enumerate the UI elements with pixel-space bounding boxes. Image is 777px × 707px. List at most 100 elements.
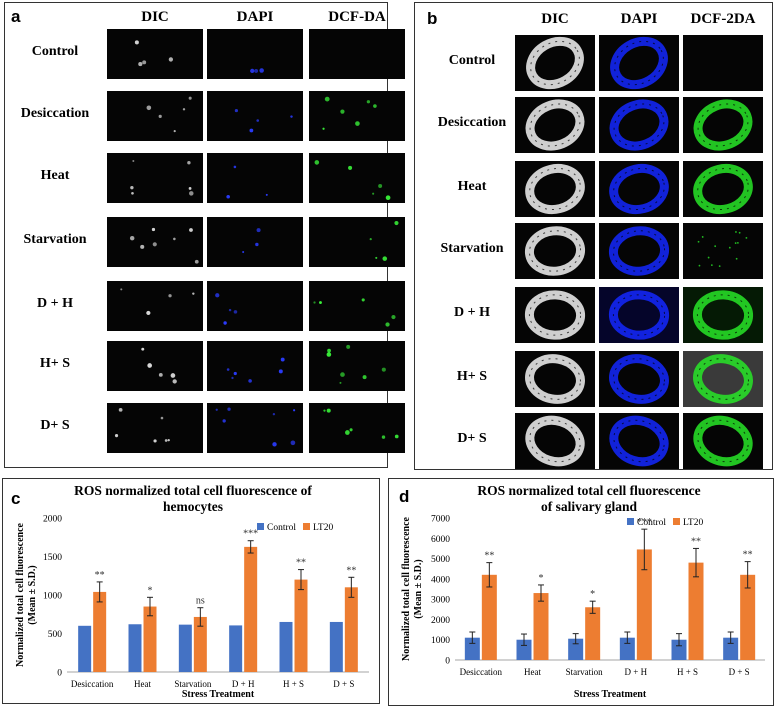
chart-c-bar-control-3 bbox=[229, 625, 243, 672]
chart-c-bar-lt20-0 bbox=[93, 591, 107, 672]
chart-d-title-line2: of salivary gland bbox=[540, 499, 637, 514]
chart-d-bar-lt20-0 bbox=[481, 574, 497, 660]
chart-d-bar-control-3 bbox=[619, 637, 635, 660]
chart-c-xtick-0: Desiccation bbox=[71, 679, 114, 689]
panel-a-image-5-0 bbox=[107, 341, 203, 391]
chart-d-errorbar-lt20-0 bbox=[486, 562, 493, 588]
chart-c-bar-lt20-4 bbox=[294, 579, 308, 672]
panel-a-image-3-1 bbox=[207, 217, 303, 267]
panel-b-image-0-1 bbox=[599, 35, 679, 91]
panel-c-label: c bbox=[11, 489, 21, 508]
panel-a-row-label-1: Desiccation bbox=[20, 106, 90, 121]
chart-d-title: ROS normalized total cell fluorescence o… bbox=[429, 483, 749, 515]
panel-b-image-0-2 bbox=[683, 35, 763, 91]
panel-a-label: a bbox=[11, 7, 21, 26]
chart-c-bar-control-5 bbox=[329, 621, 343, 672]
panel-a-image-4-1 bbox=[207, 281, 303, 331]
chart-d-ytick-3: 3000 bbox=[431, 596, 450, 606]
chart-c-legend-swatch-0 bbox=[257, 523, 264, 530]
chart-c-ytick-4: 2000 bbox=[43, 515, 62, 525]
panel-b-row-label-1: Desiccation bbox=[437, 115, 507, 130]
chart-d-errorbar-lt20-2 bbox=[589, 600, 596, 614]
panel-a-image-2-1 bbox=[207, 153, 303, 203]
chart-c-xtick-1: Heat bbox=[134, 679, 151, 689]
chart-c-ytick-3: 1500 bbox=[43, 553, 62, 563]
panel-a-row-label-0: Control bbox=[31, 44, 79, 59]
chart-d-ytick-2: 2000 bbox=[431, 616, 450, 626]
chart-c-errorbar-lt20-3 bbox=[247, 540, 254, 554]
panel-a-col-2: DCF-DA bbox=[328, 9, 386, 25]
panel-a-image-6-1 bbox=[207, 403, 303, 453]
panel-a-image-1-1 bbox=[207, 91, 303, 141]
panel-a-col-1: DAPI bbox=[236, 9, 274, 25]
panel-c: c ROS normalized total cell fluorescence… bbox=[2, 478, 380, 704]
chart-d-significance-3: *** bbox=[637, 517, 652, 528]
chart-d-bar-control-1 bbox=[516, 639, 532, 660]
chart-d-significance-5: ** bbox=[743, 550, 753, 561]
chart-d-legend-swatch-1 bbox=[673, 518, 680, 525]
panel-a-image-5-1 bbox=[207, 341, 303, 391]
chart-d-ytick-0: 0 bbox=[445, 657, 450, 667]
chart-d-xtick-0: Desiccation bbox=[460, 667, 503, 677]
chart-d-significance-1: * bbox=[539, 573, 544, 584]
panel-b-image-5-1 bbox=[599, 351, 679, 407]
panel-b-image-5-2 bbox=[683, 351, 763, 407]
chart-d-bar-control-2 bbox=[568, 638, 584, 660]
chart-d-bar-lt20-2 bbox=[585, 607, 601, 660]
panel-d-label: d bbox=[399, 487, 410, 506]
chart-c-title: ROS normalized total cell fluorescence o… bbox=[33, 483, 353, 515]
chart-c-bar-lt20-2 bbox=[193, 616, 207, 672]
panel-a-row-label-4: D + H bbox=[37, 296, 73, 311]
panel-a-image-1-2 bbox=[309, 91, 405, 141]
chart-d-errorbar-control-5 bbox=[727, 631, 734, 644]
chart-c-bar-control-2 bbox=[178, 624, 192, 672]
chart-d-bar-control-0 bbox=[464, 637, 480, 660]
chart-c-xtick-5: D + S bbox=[333, 679, 354, 689]
panel-b-image-1-2 bbox=[683, 97, 763, 153]
panel-b-col-2: DCF-2DA bbox=[690, 11, 756, 27]
panel-d: d ROS normalized total cell fluorescence… bbox=[388, 478, 774, 706]
panel-b-image-3-1 bbox=[599, 223, 679, 279]
chart-c-title-line1: ROS normalized total cell fluorescence o… bbox=[74, 483, 312, 498]
panel-b-col-0: DIC bbox=[541, 11, 569, 27]
panel-b-row-label-2: Heat bbox=[457, 179, 487, 194]
panel-b-image-2-0 bbox=[515, 161, 595, 217]
chart-c: 0 500 1000 1500 2000 Normalized total cell fl… bbox=[15, 515, 369, 700]
panel-a-row-label-5: H+ S bbox=[39, 356, 71, 371]
chart-d-errorbar-lt20-3 bbox=[641, 528, 648, 571]
chart-c-title-line2: hemocytes bbox=[163, 499, 223, 514]
chart-d-errorbar-control-1 bbox=[521, 633, 527, 646]
chart-d-ytick-1: 1000 bbox=[431, 636, 450, 646]
chart-c-errorbar-lt20-5 bbox=[348, 576, 355, 598]
chart-d-bar-lt20-4 bbox=[688, 562, 704, 660]
panel-a-image-4-2 bbox=[309, 281, 405, 331]
chart-d-title-line1: ROS normalized total cell fluorescence bbox=[477, 483, 701, 498]
panel-b-label: b bbox=[427, 9, 438, 28]
chart-c-significance-4: ** bbox=[296, 558, 306, 569]
chart-d-errorbar-lt20-5 bbox=[744, 561, 751, 589]
chart-c-errorbar-lt20-0 bbox=[96, 581, 103, 603]
panel-a-image-6-2 bbox=[309, 403, 405, 453]
chart-d-xtick-3: D + H bbox=[625, 667, 648, 677]
chart-d-xtick-2: Starvation bbox=[566, 667, 603, 677]
chart-c-xtick-2: Starvation bbox=[174, 679, 211, 689]
panel-a-image-0-0 bbox=[107, 29, 203, 79]
panel-b-image-3-2 bbox=[683, 223, 763, 279]
panel-b-image-5-0 bbox=[515, 351, 595, 407]
chart-c-errorbar-lt20-4 bbox=[298, 569, 304, 591]
chart-c-legend-label-0: Control bbox=[267, 523, 296, 533]
chart-d-ytick-5: 5000 bbox=[431, 555, 450, 565]
panel-b-row-label-0: Control bbox=[448, 53, 496, 68]
chart-c-bar-control-1 bbox=[128, 624, 142, 672]
panel-a-image-2-0 bbox=[107, 153, 203, 203]
chart-c-bar-lt20-1 bbox=[143, 606, 157, 672]
chart-d: 0 1000 2000 3000 4000 5000 6000 7000 Normalized … bbox=[401, 515, 765, 700]
chart-d-errorbar-control-3 bbox=[624, 631, 631, 644]
panel-b-image-1-1 bbox=[599, 97, 679, 153]
panel-a-image-5-2 bbox=[309, 341, 405, 391]
panel-b-image-0-0 bbox=[515, 35, 595, 91]
panel-a-image-6-0 bbox=[107, 403, 203, 453]
panel-a-row-label-6: D+ S bbox=[40, 418, 70, 433]
chart-d-bar-lt20-1 bbox=[533, 593, 549, 660]
panel-b-row-label-3: Starvation bbox=[440, 241, 504, 256]
